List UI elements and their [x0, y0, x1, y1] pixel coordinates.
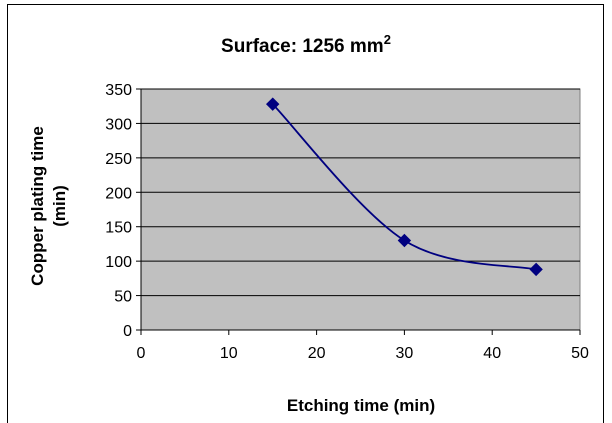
y-tick-label-0: 0	[123, 323, 132, 340]
series-0-point-0	[265, 97, 280, 111]
y-tick-label-4: 200	[105, 185, 132, 202]
plot-area	[140, 88, 581, 331]
series-0-point-2	[529, 262, 543, 277]
plot-layer: 0 50 100 150 200 250 300 350 0 10 20 30 40 50	[105, 82, 589, 362]
x-tick-label-2: 20	[308, 345, 326, 362]
series-0-point-1	[397, 233, 412, 248]
x-tick-label-4: 40	[483, 345, 501, 362]
chart-title-text: Surface: 1256 mm	[221, 36, 384, 57]
chart-title-superscript: 2	[384, 32, 391, 47]
y-tick-label-1: 50	[114, 289, 132, 306]
x-tick-label-5: 50	[571, 345, 589, 362]
y-tick-label-2: 100	[105, 254, 132, 271]
y-tick-label-3: 150	[105, 220, 132, 237]
chart-title: Surface: 1256 mm2	[221, 32, 391, 57]
y-tick-label-5: 250	[105, 151, 132, 168]
y-axis-title-line1: Copper plating time	[28, 126, 47, 286]
x-tick-label-0: 0	[137, 345, 146, 362]
x-tick-label-3: 30	[396, 345, 414, 362]
x-tick-label-1: 10	[220, 345, 238, 362]
y-tick-label-7: 350	[105, 82, 132, 99]
x-axis-title: Etching time (min)	[287, 396, 435, 415]
y-axis-title-line2: (min)	[50, 185, 69, 227]
y-tick-label-6: 300	[105, 116, 132, 133]
